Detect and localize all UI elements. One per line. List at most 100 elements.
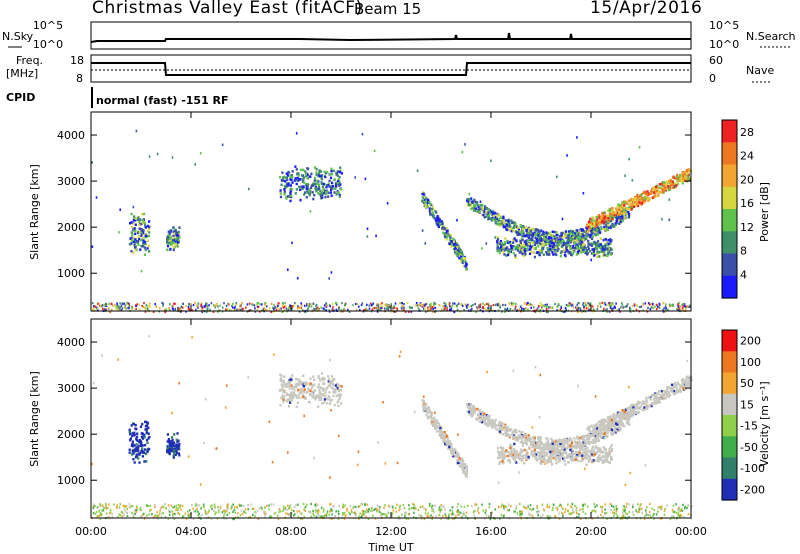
echo-cell	[172, 234, 175, 238]
scatter-cell	[679, 305, 682, 308]
echo-cell	[657, 190, 660, 194]
echo-cell	[454, 243, 458, 246]
echo-cell	[282, 396, 285, 399]
echo-cell	[422, 399, 425, 403]
echo-cell	[539, 229, 542, 233]
echo-cell	[546, 232, 550, 235]
scatter-cell	[592, 308, 595, 311]
echo-cell	[631, 206, 634, 210]
scatter-cell	[662, 308, 664, 312]
echo-cell	[603, 217, 606, 220]
echo-cell	[306, 176, 309, 180]
scatter-cell	[361, 302, 364, 305]
isolated-cell	[464, 143, 466, 146]
scatter-cell	[115, 307, 117, 310]
scatter-cell	[514, 307, 516, 310]
echo-cell	[289, 184, 292, 187]
echo-cell	[513, 224, 516, 228]
echo-cell	[535, 457, 538, 461]
echo-cell	[440, 436, 443, 440]
echo-cell	[678, 387, 682, 390]
scatter-cell	[622, 306, 625, 309]
echo-cell	[500, 243, 503, 246]
echo-cell	[559, 455, 562, 458]
scatter-cell	[225, 308, 227, 311]
echo-cell	[547, 250, 550, 254]
echo-cell	[576, 444, 579, 448]
echo-cell	[147, 227, 151, 230]
echo-cell	[603, 250, 606, 253]
echo-cell	[486, 211, 489, 214]
echo-cell	[651, 188, 655, 191]
echo-cell	[583, 250, 586, 253]
echo-cell	[528, 238, 531, 241]
echo-cell	[597, 449, 600, 452]
scatter-cell	[526, 301, 529, 305]
echo-cell	[502, 221, 505, 224]
scatter-cell	[213, 304, 215, 307]
echo-cell	[578, 441, 581, 444]
echo-cell	[620, 212, 623, 215]
echo-cell	[615, 219, 619, 223]
scatter-cell	[539, 302, 542, 305]
scatter-cell	[571, 303, 573, 306]
echo-cell	[564, 463, 567, 466]
echo-cell	[657, 187, 660, 190]
freq-trace	[91, 62, 691, 76]
scatter-cell	[363, 309, 365, 312]
echo-cell	[465, 262, 468, 265]
scatter-cell	[275, 308, 278, 312]
echo-cell	[533, 445, 536, 449]
echo-cell	[610, 449, 613, 453]
echo-cell	[553, 235, 556, 238]
scatter-cell	[180, 305, 183, 308]
echo-cell	[282, 379, 285, 383]
isolated-cell	[661, 217, 663, 221]
echo-cell	[515, 438, 518, 441]
scatter-cell	[219, 304, 221, 307]
colorbar-swatch	[722, 231, 737, 255]
echo-cell	[685, 178, 688, 181]
echo-cell	[300, 391, 303, 395]
echo-cell	[601, 221, 604, 224]
scatter-cell	[121, 302, 124, 306]
isolated-cell	[221, 143, 224, 147]
scatter-cell	[515, 302, 517, 306]
scatter-cell	[628, 306, 631, 309]
echo-cell	[617, 217, 620, 220]
echo-cell	[594, 437, 598, 441]
echo-cell	[547, 241, 550, 245]
echo-cell	[338, 397, 341, 400]
echo-cell	[295, 396, 298, 399]
echo-cell	[440, 220, 443, 223]
echo-cell	[616, 427, 619, 430]
echo-cell	[498, 456, 501, 459]
echo-cell	[435, 424, 438, 428]
echo-cell	[178, 226, 181, 229]
echo-cell	[176, 245, 179, 248]
echo-cell	[582, 438, 585, 442]
echo-cell	[487, 217, 490, 221]
echo-cell	[595, 243, 598, 246]
scatter-cell	[509, 308, 512, 311]
echo-cell	[308, 193, 311, 197]
echo-cell	[498, 214, 501, 217]
scatter-cell	[562, 310, 564, 313]
echo-cell	[582, 250, 585, 253]
echo-cell	[143, 221, 146, 225]
scatter-cell	[142, 305, 144, 309]
scatter-cell	[479, 308, 482, 311]
scatter-cell	[426, 302, 428, 305]
echo-cell	[587, 438, 590, 442]
echo-cell	[497, 424, 500, 427]
scatter-cell	[168, 309, 171, 312]
scatter-cell	[377, 305, 380, 309]
scatter-cell	[95, 306, 98, 309]
scatter-cell	[323, 304, 326, 307]
scatter-cell	[360, 304, 363, 307]
scatter-cell	[273, 307, 275, 310]
echo-cell	[464, 264, 467, 268]
echo-cell	[523, 248, 527, 251]
echo-cell	[580, 229, 583, 232]
echo-cell	[433, 420, 436, 423]
